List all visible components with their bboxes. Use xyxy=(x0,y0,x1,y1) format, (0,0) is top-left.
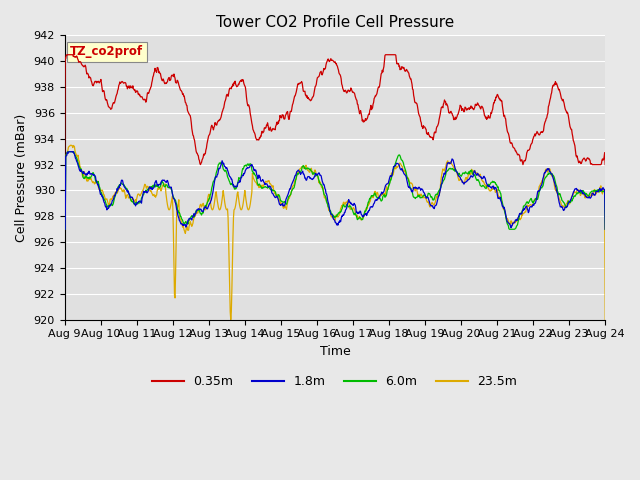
Text: TZ_co2prof: TZ_co2prof xyxy=(70,45,143,58)
Y-axis label: Cell Pressure (mBar): Cell Pressure (mBar) xyxy=(15,113,28,241)
Legend: 0.35m, 1.8m, 6.0m, 23.5m: 0.35m, 1.8m, 6.0m, 23.5m xyxy=(147,370,522,393)
X-axis label: Time: Time xyxy=(319,345,350,358)
Title: Tower CO2 Profile Cell Pressure: Tower CO2 Profile Cell Pressure xyxy=(216,15,454,30)
